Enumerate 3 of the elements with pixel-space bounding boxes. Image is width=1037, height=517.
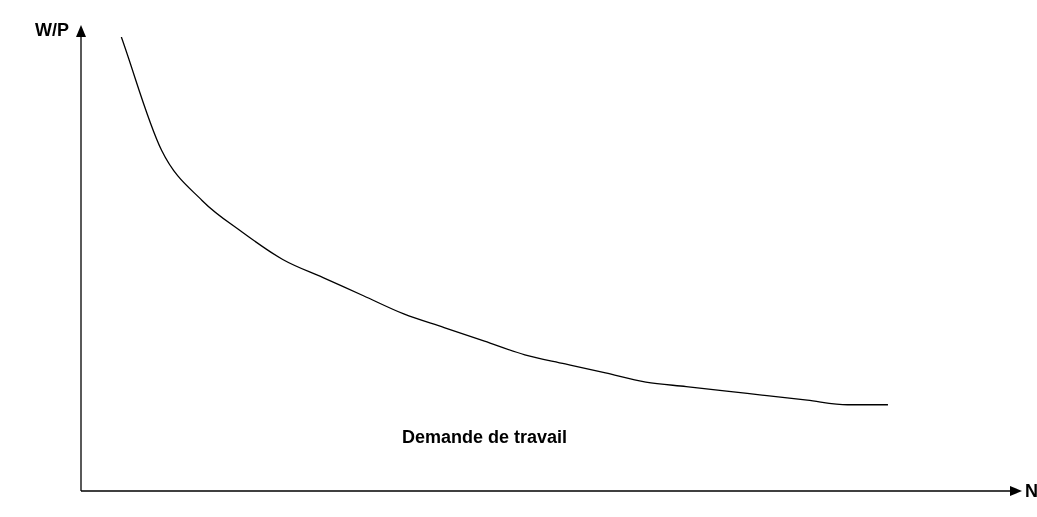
y-axis-title: W/P bbox=[35, 19, 69, 40]
x-axis-title: N bbox=[1025, 480, 1037, 501]
text: Demande de travail bbox=[401, 426, 568, 447]
